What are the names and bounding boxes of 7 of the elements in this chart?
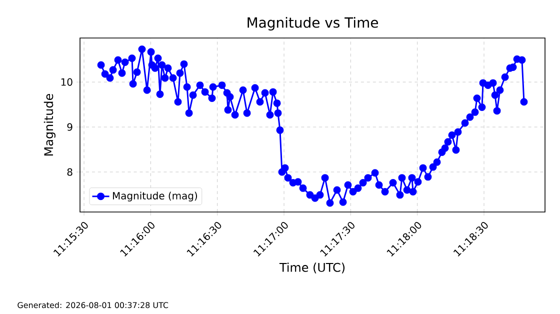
chart-title: Magnitude vs Time — [248, 17, 378, 30]
y-tick-label: 10 — [61, 78, 72, 86]
y-tick-label: 9 — [67, 123, 72, 131]
x-axis-title: Time (UTC) — [279, 262, 345, 274]
y-tick-label: 8 — [67, 168, 72, 176]
legend-label: Magnitude (mag) — [112, 192, 198, 202]
y-axis-title: Magnitude — [44, 94, 56, 156]
